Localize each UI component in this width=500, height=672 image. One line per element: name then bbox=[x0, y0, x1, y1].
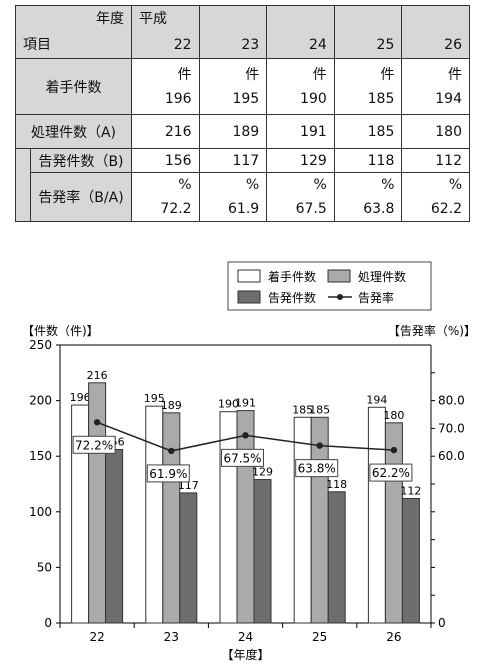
data-label-chakushu: 196 bbox=[70, 391, 91, 404]
table-row: 着手件数 件 196 件 195 件 190 件 185 件 194 bbox=[15, 58, 470, 115]
table-corner-header: 年度 項目 bbox=[15, 5, 132, 59]
year-header-26: 26 bbox=[401, 5, 470, 59]
x-axis-title: 【年度】 bbox=[221, 647, 269, 662]
bar-shori bbox=[88, 382, 107, 624]
data-label-shori: 185 bbox=[309, 403, 330, 416]
bar-shori bbox=[236, 410, 255, 624]
left-tick-label: 150 bbox=[29, 449, 52, 463]
summary-table: 年度 項目 平成 22 23 24 25 26 着手件数 件 196 件 195 件… bbox=[15, 5, 470, 222]
row-label: 着手件数 bbox=[15, 58, 132, 115]
table-row: 告発件数（B) 156 117 129 118 112 bbox=[15, 148, 470, 222]
year-header-22: 平成 22 bbox=[131, 5, 200, 59]
rate-label-box bbox=[72, 435, 116, 454]
right-axis-title: 【告発率（%)】 bbox=[388, 323, 476, 338]
rate-point bbox=[93, 419, 101, 426]
rate-point bbox=[316, 442, 323, 449]
bar-kokuhatsu bbox=[401, 497, 420, 624]
rate-point bbox=[242, 432, 249, 439]
bar-chakushu bbox=[293, 416, 312, 624]
combo-chart: 0 50 100 150 200 250 0 60.0 70.0 80.0 22 23 24 25 26 19… bbox=[22, 261, 476, 662]
right-tick-label: 0 bbox=[438, 616, 446, 630]
item-header-label: 項目 bbox=[23, 37, 51, 53]
data-label-chakushu: 194 bbox=[366, 393, 387, 406]
bar-kokuhatsu bbox=[327, 491, 346, 624]
data-label-kokuhatsu: 118 bbox=[326, 478, 347, 491]
rate-data-label: 67.5% bbox=[223, 451, 261, 465]
legend-swatch-chakushu bbox=[237, 269, 261, 283]
data-label-kokuhatsu: 112 bbox=[400, 484, 421, 497]
bar-kokuhatsu bbox=[253, 479, 272, 624]
data-label-shori: 216 bbox=[87, 369, 108, 382]
data-label-shori: 191 bbox=[235, 397, 256, 410]
left-tick-label: 0 bbox=[44, 616, 52, 630]
rate-data-label: 61.9% bbox=[149, 467, 187, 481]
year-header-label: 年度 bbox=[96, 11, 124, 27]
rate-label-box bbox=[221, 448, 264, 467]
bar-chakushu bbox=[145, 405, 164, 624]
data-label-chakushu: 185 bbox=[292, 403, 313, 416]
era-label: 平成 bbox=[139, 11, 167, 27]
x-tick-label: 23 bbox=[164, 630, 179, 644]
data-label-chakushu: 195 bbox=[144, 392, 165, 405]
rate-label-box bbox=[369, 463, 413, 482]
legend-swatch-kokuhatsu bbox=[237, 290, 261, 304]
data-label-chakushu: 190 bbox=[218, 398, 239, 411]
year-header-25: 25 bbox=[333, 5, 403, 59]
left-tick-label: 250 bbox=[29, 338, 52, 352]
bar-kokuhatsu bbox=[105, 449, 124, 624]
left-tick-label: 100 bbox=[29, 505, 52, 519]
legend-label-rate: 告発率 bbox=[358, 290, 394, 305]
row-label: 告発件数（B) bbox=[30, 148, 132, 173]
rate-label-box bbox=[295, 459, 339, 478]
x-tick-label: 22 bbox=[89, 630, 104, 644]
table-row: 告発率（B/A) % 72.2 % 61.9 % 67.5 % 63.8 % 62.2 bbox=[16, 172, 470, 222]
x-tick-label: 26 bbox=[386, 630, 401, 644]
indent-spacer bbox=[15, 148, 31, 222]
bar-chakushu bbox=[367, 406, 386, 624]
data-label-shori: 180 bbox=[383, 409, 404, 422]
rate-label-box bbox=[146, 464, 190, 483]
left-tick-label: 200 bbox=[29, 394, 52, 408]
rate-data-label: 63.8% bbox=[298, 462, 336, 476]
legend-rate-marker bbox=[337, 294, 343, 300]
data-label-kokuhatsu: 129 bbox=[252, 466, 273, 479]
left-axis-title: 【件数（件)】 bbox=[22, 323, 99, 338]
bar-chakushu bbox=[219, 411, 238, 624]
row-label: 処理件数（A) bbox=[15, 114, 132, 149]
rate-point bbox=[390, 446, 398, 454]
legend-swatch-shori bbox=[327, 269, 351, 283]
rate-data-label: 72.2% bbox=[75, 438, 113, 452]
right-tick-label: 60.0 bbox=[438, 449, 465, 463]
year-header-24: 24 bbox=[266, 5, 335, 59]
table-row: 処理件数（A) 216 189 191 185 180 bbox=[15, 114, 470, 149]
legend-label-kokuhatsu: 告発件数 bbox=[268, 290, 316, 305]
data-label-shori: 189 bbox=[161, 399, 182, 412]
row-label: 告発率（B/A) bbox=[30, 172, 132, 222]
right-tick-label: 80.0 bbox=[438, 394, 465, 408]
left-tick-label: 50 bbox=[37, 560, 52, 574]
bar-kokuhatsu bbox=[179, 492, 198, 624]
x-tick-label: 24 bbox=[238, 630, 253, 644]
legend-label-shori: 処理件数 bbox=[358, 269, 406, 284]
rate-data-label: 62.2% bbox=[372, 466, 410, 480]
year-header-23: 23 bbox=[198, 5, 268, 59]
right-tick-label: 70.0 bbox=[438, 421, 465, 435]
bar-shori bbox=[162, 412, 181, 624]
rate-point bbox=[168, 447, 175, 455]
x-tick-label: 25 bbox=[312, 630, 327, 644]
legend-label-chakushu: 着手件数 bbox=[268, 269, 316, 284]
